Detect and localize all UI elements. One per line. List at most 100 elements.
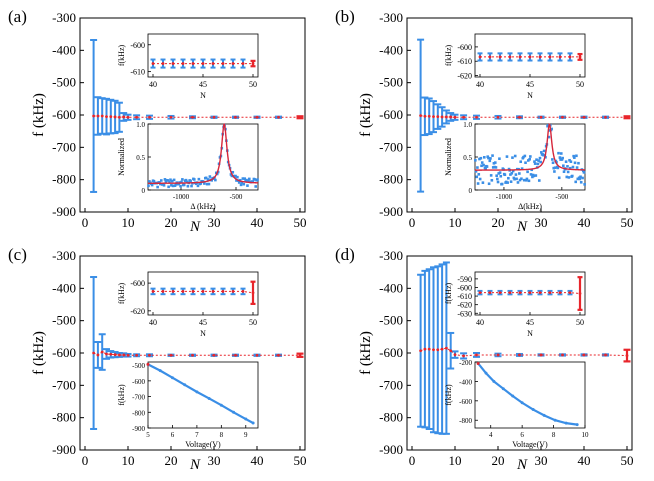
main-point-10 <box>475 353 478 357</box>
main-point-14 <box>234 115 237 119</box>
inset-bottom-start-point <box>476 361 480 365</box>
main-xtick-label-3: 30 <box>535 215 548 230</box>
inset-bottom-point-46 <box>189 179 192 183</box>
inset-top-point-1 <box>161 62 165 65</box>
main-ylabel: f (kHz) <box>31 331 47 375</box>
inset-bottom-point-22 <box>489 157 492 160</box>
inset-top-point-9 <box>568 55 572 59</box>
inset-bottom-point-29 <box>173 184 177 187</box>
inset-top-xtick-label-0: 40 <box>476 318 484 327</box>
inset-bottom-point-68 <box>520 167 524 170</box>
inset-bottom-point-48 <box>507 176 510 180</box>
main-xtick-label-4: 40 <box>578 453 591 468</box>
main-point-12 <box>518 353 521 357</box>
main-point-12 <box>191 353 194 357</box>
inset-bottom-point-111 <box>550 127 553 131</box>
inset-top-point-7 <box>221 290 225 293</box>
main-xlabel: N <box>516 457 528 473</box>
inset-top-point-4 <box>518 291 522 295</box>
inset-top-point-1 <box>488 55 492 59</box>
inset-top-point-10 <box>251 62 255 65</box>
main-xlabel: N <box>189 457 201 473</box>
inset-bottom-point-79 <box>528 157 531 161</box>
inset-top-ytick-label-1: -600 <box>457 283 472 292</box>
inset-bottom-point-117 <box>254 185 258 188</box>
inset-bottom-ytick-label-0: 0 <box>469 187 473 195</box>
inset-top-ytick-label-0: -600 <box>457 43 472 52</box>
main-point-6 <box>118 115 121 119</box>
main-point-1 <box>423 347 427 351</box>
inset-bottom-xtick-label-2: 8 <box>552 431 556 439</box>
main-point-4 <box>436 115 440 119</box>
inset-bottom-point-34 <box>497 172 501 175</box>
inset-top-point-9 <box>568 291 572 295</box>
inset-top-xtick-label-1: 45 <box>526 318 534 327</box>
inset-bottom-point-18 <box>163 178 167 181</box>
inset-top-point-3 <box>508 55 512 59</box>
inset-top-point-3 <box>181 290 185 293</box>
inset-bottom-point-132 <box>564 160 568 163</box>
main-xtick-label-1: 10 <box>122 215 135 230</box>
main-ytick-label-6: -900 <box>52 442 76 457</box>
main-point-13 <box>539 115 543 119</box>
inset-bottom-point-7 <box>232 410 236 414</box>
inset-bottom-ytick-label-3: -800 <box>459 417 472 425</box>
inset-top-point-2 <box>498 55 502 59</box>
inset-bottom-point-82 <box>530 168 534 172</box>
inset-top-ytick-label-4: -630 <box>457 309 472 318</box>
main-point-12 <box>191 115 194 119</box>
main-ytick-label-2: -500 <box>379 313 403 328</box>
inset-bottom-point-54 <box>511 156 514 159</box>
inset-bottom-point-154 <box>579 180 583 184</box>
inset-bottom-point-95 <box>234 174 237 178</box>
inset-top-point-0 <box>478 55 482 59</box>
main-point-10 <box>148 353 151 357</box>
inset-bottom-point-2 <box>475 175 479 179</box>
inset-bottom-point-18 <box>486 155 490 158</box>
main-point-3 <box>105 115 108 119</box>
main-xlabel: N <box>516 219 528 235</box>
inset-top-point-10 <box>578 55 582 59</box>
inset-bottom-point-141 <box>570 174 574 178</box>
inset-top-ylabel: f(kHz) <box>117 283 126 305</box>
main-point-5 <box>113 353 117 357</box>
inset-top-point-6 <box>211 290 215 293</box>
inset-bottom-point-50 <box>192 178 196 181</box>
inset-bottom-xtick-label-0: -1000 <box>496 193 513 201</box>
inset-bottom-point-60 <box>515 177 518 181</box>
main-point-2 <box>427 347 431 351</box>
main-point-8 <box>126 353 130 357</box>
inset-top-xtick-label-2: 50 <box>576 318 584 327</box>
inset-bottom-point-142 <box>571 165 575 169</box>
inset-bottom-xtick-label-4: 9 <box>244 431 248 439</box>
inset-bottom-point-73 <box>524 161 527 165</box>
inset-bottom-point-57 <box>199 182 203 185</box>
main-point-0 <box>92 351 95 355</box>
inset-bottom-ylabel: Normalized <box>117 138 126 176</box>
inset-bottom-point-96 <box>540 151 543 154</box>
inset-bottom-point-149 <box>576 177 580 181</box>
main-ytick-label-4: -700 <box>52 377 76 392</box>
inset-bottom-point-158 <box>582 171 586 174</box>
inset-bottom-point-103 <box>241 177 245 180</box>
inset-bottom-point-15 <box>484 167 487 171</box>
inset-top-ytick-label-0: -600 <box>130 41 145 50</box>
main-point-16 <box>277 353 280 357</box>
inset-bottom-point-100 <box>542 149 546 153</box>
inset-bottom-xtick-label-2: 7 <box>195 431 199 439</box>
inset-bottom-point-27 <box>492 162 496 165</box>
inset-bottom-point-10 <box>156 185 159 189</box>
inset-bottom-point-87 <box>533 162 537 165</box>
inset-top-ylabel: f(kHz) <box>444 283 453 305</box>
inset-bottom-point-157 <box>581 169 585 173</box>
main-point-12 <box>518 115 521 119</box>
inset-bottom-point-39 <box>182 183 186 187</box>
inset-bottom-point-92 <box>231 170 235 174</box>
inset-bottom-point-30 <box>174 183 178 186</box>
main-xtick-label-2: 20 <box>165 215 178 230</box>
inset-bottom-point-91 <box>230 174 234 178</box>
inset-bottom-point-23 <box>168 180 171 184</box>
inset-bottom-point-25 <box>491 154 494 157</box>
inset-top-point-7 <box>548 291 552 295</box>
main-ytick-label-2: -500 <box>52 313 76 328</box>
